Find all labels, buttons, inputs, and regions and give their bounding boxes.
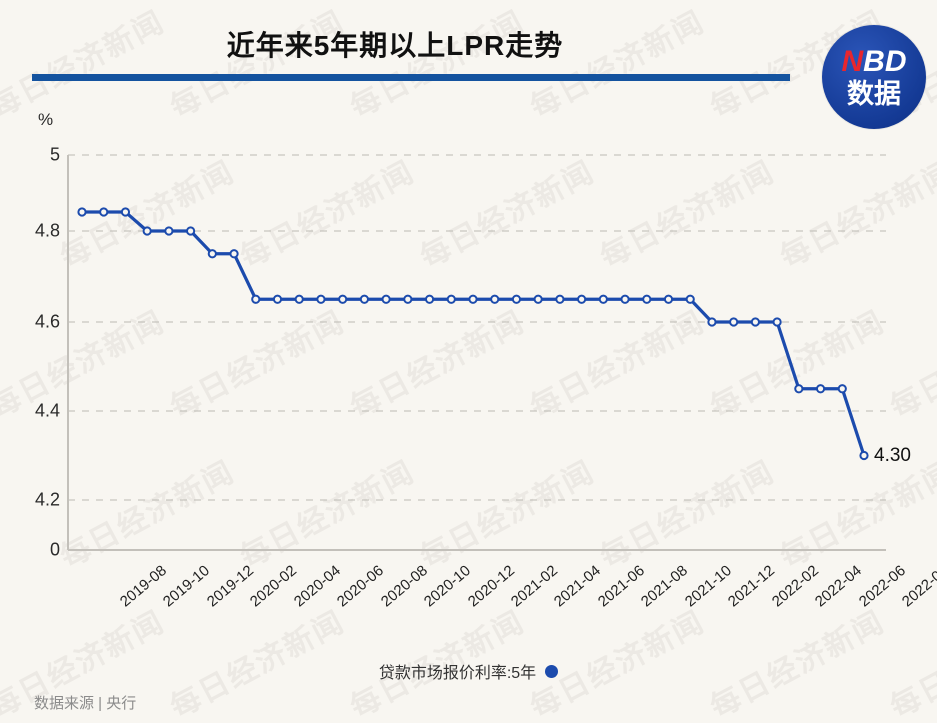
legend-label: 贷款市场报价利率:5年 bbox=[378, 665, 537, 682]
data-point-marker bbox=[511, 294, 522, 304]
data-point-marker bbox=[99, 207, 109, 217]
data-point-marker bbox=[750, 317, 760, 327]
data-point-marker bbox=[272, 294, 283, 304]
data-point-marker bbox=[598, 294, 608, 304]
last-value-label: 4.30 bbox=[874, 444, 911, 466]
data-point-marker bbox=[207, 249, 217, 259]
data-point-marker bbox=[446, 294, 456, 304]
data-point-marker bbox=[577, 294, 587, 304]
data-source-note: 数据来源 | 央行 bbox=[34, 695, 137, 712]
data-line-series bbox=[80, 210, 866, 458]
data-point-marker bbox=[533, 294, 543, 304]
data-point-marker bbox=[859, 450, 869, 461]
data-point-marker bbox=[294, 294, 304, 304]
title-underline-rule bbox=[32, 74, 790, 81]
data-point-marker bbox=[490, 294, 500, 304]
legend-marker-icon bbox=[545, 664, 559, 678]
data-point-marker bbox=[620, 294, 630, 304]
data-point-marker bbox=[837, 384, 847, 394]
data-point-marker bbox=[555, 294, 565, 304]
nbd-logo-letter-n: N bbox=[841, 44, 864, 78]
y-axis-tick-label: 4.8 bbox=[34, 220, 60, 241]
y-axis-tick-label: 4.6 bbox=[34, 311, 60, 332]
nbd-logo-subtitle: 数据 bbox=[847, 78, 901, 109]
nbd-logo: NBD 数据 bbox=[822, 25, 926, 129]
page-title: 近年来5年期以上LPR走势 bbox=[226, 30, 564, 61]
data-point-marker bbox=[663, 294, 674, 304]
data-point-marker bbox=[707, 317, 717, 327]
y-axis-tick-label: 5 bbox=[49, 144, 60, 165]
data-point-marker bbox=[251, 294, 261, 304]
chart-legend: 贷款市场报价利率:5年 bbox=[0, 659, 937, 683]
data-point-marker bbox=[229, 249, 239, 259]
data-point-marker bbox=[316, 294, 326, 304]
data-point-marker bbox=[120, 207, 131, 217]
nbd-logo-letters-bd: BD bbox=[863, 44, 907, 78]
data-point-marker bbox=[642, 294, 652, 304]
data-point-marker bbox=[685, 294, 695, 304]
data-point-marker bbox=[186, 226, 196, 236]
data-point-marker bbox=[468, 294, 478, 304]
data-point-marker bbox=[729, 317, 739, 327]
data-point-marker bbox=[359, 294, 369, 304]
data-point-marker bbox=[164, 226, 174, 236]
y-axis-tick-label: 4.4 bbox=[34, 400, 60, 421]
data-point-marker bbox=[772, 317, 782, 327]
data-point-marker bbox=[403, 294, 413, 304]
data-point-marker bbox=[424, 294, 435, 304]
nbd-logo-letters: NBD bbox=[841, 44, 907, 78]
data-point-marker bbox=[77, 207, 87, 217]
data-point-marker bbox=[338, 294, 348, 304]
y-axis-tick-label: 0 bbox=[49, 539, 60, 560]
y-axis-tick-label: 4.2 bbox=[34, 489, 60, 510]
data-point-marker bbox=[794, 384, 804, 394]
data-point-marker bbox=[815, 384, 826, 394]
data-point-marker bbox=[142, 226, 152, 236]
y-axis-unit-label: % bbox=[38, 110, 54, 129]
data-point-marker bbox=[381, 294, 391, 304]
